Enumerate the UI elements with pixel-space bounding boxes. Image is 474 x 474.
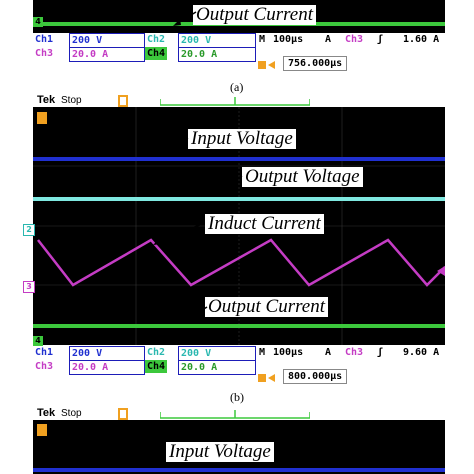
trigger-marker-top-c <box>118 408 128 420</box>
label-output-voltage-b: Output Voltage <box>242 167 363 187</box>
caption-b: (b) <box>230 390 244 404</box>
channel-bar-a: Ch1 200 V Ch2 200 V M 100µs A Ch3 ʃ 1.60… <box>33 33 445 63</box>
acq-status-b: Stop <box>61 95 82 106</box>
ch3-marker-b: 3 <box>23 281 35 293</box>
ch4-marker-b: 4 <box>33 336 43 346</box>
ch1-marker-b <box>37 112 47 124</box>
scope-traces-c <box>33 468 445 472</box>
trigger-level-marker-b <box>437 266 445 276</box>
ch2-label-b: Ch2 <box>147 347 166 358</box>
ch2-scale-a: 200 V <box>178 33 256 48</box>
label-output-current-b: Output Current <box>205 297 328 317</box>
trigger-position-b: 800.000µs <box>283 369 348 384</box>
ch3-label-b: Ch3 <box>35 361 54 372</box>
tek-logo-b: Tek <box>37 94 56 106</box>
ch4-scale-a: 20.0 A <box>178 47 256 62</box>
arrow-output-current-a <box>173 11 197 26</box>
inductor-current-trace-b <box>37 238 445 287</box>
record-bar-b <box>160 97 310 106</box>
grid-b <box>33 107 445 345</box>
timebase-a: 100µs <box>273 34 304 45</box>
trigger-channel-b: Ch3 <box>345 347 364 358</box>
a-label-b: A <box>325 347 332 358</box>
ch2-marker-b: 2 <box>23 224 35 236</box>
ch4-marker-a: 4 <box>33 17 43 27</box>
trigger-level-a: 1.60 A <box>403 34 440 45</box>
trigger-channel-a: Ch3 <box>345 34 364 45</box>
trigger-position-icon-a <box>258 61 275 69</box>
trigger-level-b: 9.60 A <box>403 347 440 358</box>
trigger-position-a: 756.000µs <box>283 56 348 71</box>
tek-logo-c: Tek <box>37 407 56 419</box>
ch3-scale-a: 20.0 A <box>69 47 145 62</box>
m-label-b: M <box>259 347 266 358</box>
channel-bar-b: Ch1 200 V Ch2 200 V M 100µs A Ch3 ʃ 9.60… <box>33 346 445 376</box>
ch1-scale-b: 200 V <box>69 346 145 361</box>
arrow-input-voltage-c <box>126 449 166 468</box>
ch4-scale-b: 20.0 A <box>178 360 256 375</box>
timebase-b: 100µs <box>273 347 304 358</box>
ch1-label-a: Ch1 <box>35 34 54 45</box>
caption-a: (a) <box>230 80 244 94</box>
arrow-output-voltage-b <box>208 175 243 194</box>
arrow-output-current-b <box>185 306 208 321</box>
ch2-scale-b: 200 V <box>178 346 256 361</box>
record-bar-c <box>160 410 310 419</box>
ch1-label-b: Ch1 <box>35 347 54 358</box>
ch3-label-a: Ch3 <box>35 48 54 59</box>
ch4-label-b: Ch4 <box>145 360 168 373</box>
ch1-marker-c <box>37 424 47 436</box>
trigger-position-icon-b <box>258 374 275 382</box>
acq-status-c: Stop <box>61 408 82 419</box>
trigger-slope-b: ʃ <box>377 347 384 358</box>
scope-traces-b <box>33 107 445 345</box>
a-label-a: A <box>325 34 332 45</box>
ch2-label-a: Ch2 <box>147 34 166 45</box>
arrow-input-voltage-b <box>149 137 189 157</box>
trigger-slope-a: ʃ <box>377 34 384 45</box>
label-output-current-a: Output Current <box>193 5 316 25</box>
label-induct-current-b: Induct Current <box>205 214 324 234</box>
ch3-scale-b: 20.0 A <box>69 360 145 375</box>
trigger-marker-top-b <box>118 95 128 107</box>
ch1-scale-a: 200 V <box>69 33 145 48</box>
arrow-induct-current-b <box>153 223 203 245</box>
m-label-a: M <box>259 34 266 45</box>
label-input-voltage-b: Input Voltage <box>188 129 296 149</box>
ch4-label-a: Ch4 <box>145 47 168 60</box>
label-input-voltage-c: Input Voltage <box>166 442 274 462</box>
